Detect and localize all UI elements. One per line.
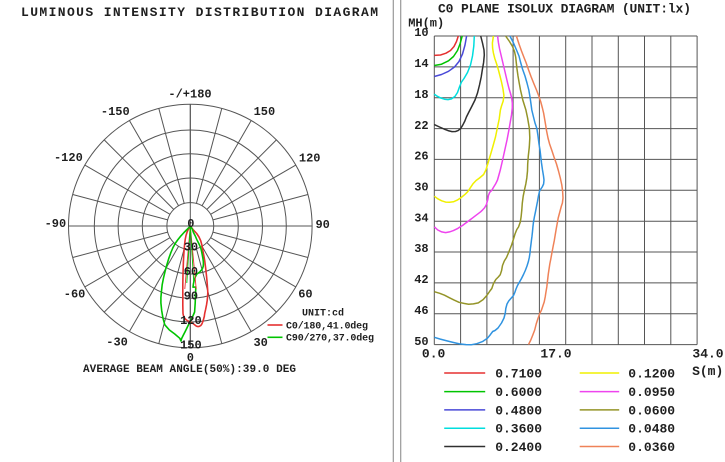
svg-text:30: 30: [253, 336, 267, 350]
svg-text:10: 10: [414, 26, 428, 40]
svg-text:46: 46: [414, 304, 428, 318]
svg-text:0.0360: 0.0360: [628, 440, 675, 455]
svg-text:0.0950: 0.0950: [628, 385, 675, 400]
svg-text:17.0: 17.0: [540, 346, 571, 361]
svg-text:-90: -90: [45, 217, 67, 231]
svg-text:S(m): S(m): [692, 364, 723, 379]
svg-text:22: 22: [414, 119, 428, 133]
svg-text:38: 38: [414, 242, 428, 256]
svg-text:-150: -150: [101, 105, 130, 119]
svg-text:-30: -30: [106, 336, 128, 350]
svg-text:C0/180,41.0deg: C0/180,41.0deg: [286, 320, 368, 332]
svg-text:60: 60: [298, 288, 312, 302]
svg-text:0.0600: 0.0600: [628, 403, 675, 418]
svg-text:0.4800: 0.4800: [495, 403, 542, 418]
svg-text:150: 150: [180, 338, 202, 352]
svg-text:150: 150: [254, 105, 276, 119]
svg-text:120: 120: [180, 314, 202, 328]
svg-text:AVERAGE BEAM ANGLE(50%):39.0 D: AVERAGE BEAM ANGLE(50%):39.0 DEG: [83, 364, 296, 376]
svg-text:34: 34: [414, 211, 428, 225]
svg-text:42: 42: [414, 273, 428, 287]
svg-text:26: 26: [414, 150, 428, 164]
svg-text:UNIT:cd: UNIT:cd: [302, 307, 344, 319]
svg-text:MH(m): MH(m): [408, 17, 444, 31]
svg-text:60: 60: [184, 265, 198, 279]
svg-text:30: 30: [414, 181, 428, 195]
svg-text:14: 14: [414, 57, 428, 71]
svg-text:-120: -120: [54, 151, 83, 165]
svg-text:C0 PLANE ISOLUX DIAGRAM (UNIT:: C0 PLANE ISOLUX DIAGRAM (UNIT:lx): [438, 2, 691, 17]
svg-text:30: 30: [184, 241, 198, 255]
svg-text:0.0480: 0.0480: [628, 422, 675, 437]
svg-text:18: 18: [414, 88, 428, 102]
svg-text:LUMINOUS INTENSITY DISTRIBUTIO: LUMINOUS INTENSITY DISTRIBUTION DIAGRAM: [21, 5, 378, 20]
svg-text:-60: -60: [64, 288, 86, 302]
svg-text:34.0: 34.0: [692, 346, 723, 361]
svg-text:C90/270,37.0deg: C90/270,37.0deg: [286, 333, 374, 345]
svg-text:0.0: 0.0: [422, 346, 446, 361]
svg-text:0.3600: 0.3600: [495, 422, 542, 437]
svg-text:120: 120: [299, 152, 321, 166]
svg-text:0.2400: 0.2400: [495, 440, 542, 455]
svg-text:-/+180: -/+180: [168, 88, 211, 102]
svg-text:0.1200: 0.1200: [628, 367, 675, 382]
svg-text:0: 0: [187, 217, 194, 231]
svg-text:50: 50: [414, 335, 428, 349]
svg-text:90: 90: [315, 218, 329, 232]
svg-text:0: 0: [187, 351, 194, 365]
svg-text:90: 90: [184, 290, 198, 304]
svg-text:0.7100: 0.7100: [495, 367, 542, 382]
svg-text:0.6000: 0.6000: [495, 385, 542, 400]
